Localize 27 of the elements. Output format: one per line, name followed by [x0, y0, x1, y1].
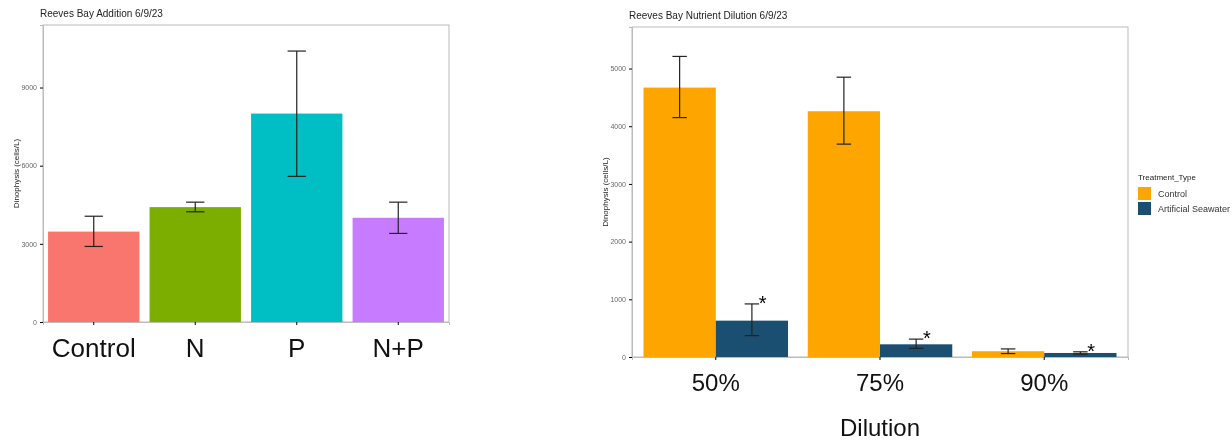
legend-label: Control: [1158, 189, 1188, 199]
x-axis-title: Dilution: [839, 414, 921, 441]
x-tick-label: 50%: [691, 369, 740, 397]
legend-title: Treatment_Type: [1138, 173, 1197, 182]
bar: [715, 320, 789, 357]
bar: [971, 351, 1045, 357]
bar: [352, 217, 444, 322]
chart-title: Reeves Bay Addition 6/9/23: [40, 8, 164, 19]
bar: [251, 113, 343, 322]
bar: [807, 111, 880, 357]
x-tick-label: Control: [51, 333, 136, 364]
y-axis-title: Dinophysis (cells/L): [12, 138, 21, 209]
annotation: *: [1087, 339, 1096, 362]
x-tick-label: P: [288, 333, 306, 364]
chart-title: Reeves Bay Nutrient Dilution 6/9/23: [629, 10, 788, 21]
x-tick-label: 90%: [1020, 369, 1069, 397]
x-tick-label: N+P: [372, 333, 424, 364]
bar: [48, 231, 140, 322]
y-axis-title: Dinophysis (cells/L): [601, 156, 610, 227]
annotation: *: [923, 327, 932, 350]
bar: [149, 207, 241, 322]
x-tick-label: 75%: [855, 369, 905, 397]
x-tick-label: N: [185, 333, 205, 364]
bar: [880, 344, 953, 357]
bar: [643, 87, 716, 357]
annotation: *: [758, 291, 767, 314]
legend-label: Artificial Seawater: [1158, 204, 1231, 214]
